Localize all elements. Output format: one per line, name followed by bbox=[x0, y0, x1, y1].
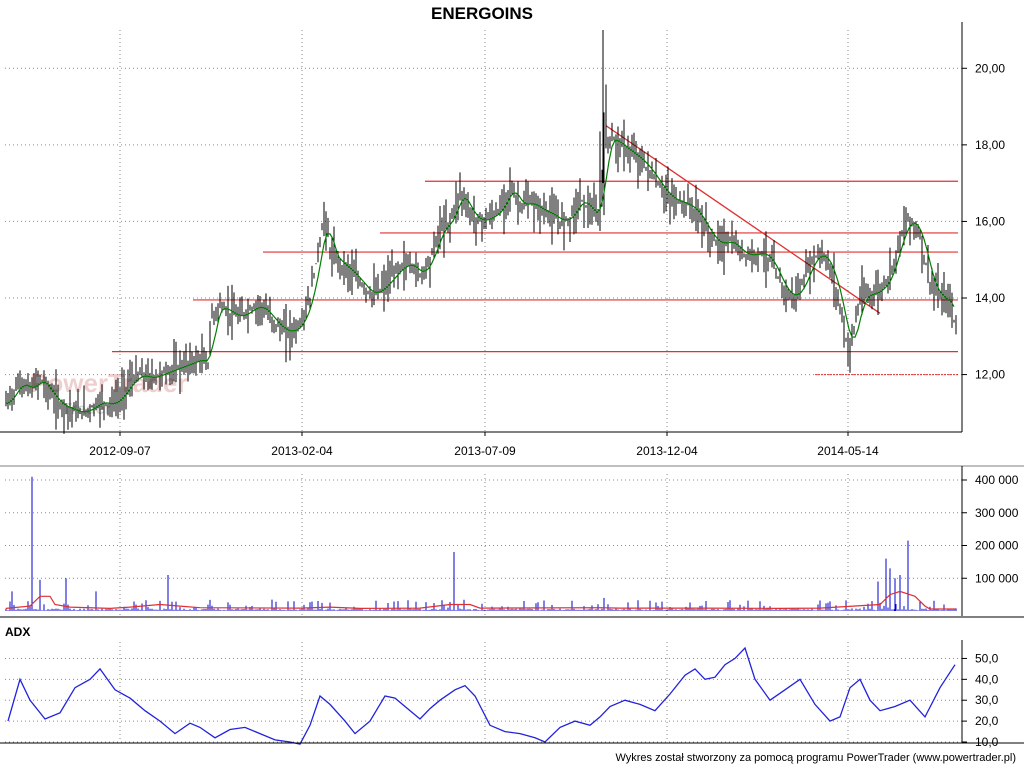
grid-lines bbox=[5, 30, 962, 743]
y-tick-label: 12,00 bbox=[975, 368, 1005, 382]
price-bars bbox=[5, 30, 957, 434]
volume-bars bbox=[5, 476, 957, 611]
adx-tick-label: 40,0 bbox=[975, 672, 999, 686]
adx-tick-label: 50,0 bbox=[975, 651, 999, 665]
y-tick-label: 20,00 bbox=[975, 61, 1005, 75]
x-tick-label: 2012-09-07 bbox=[89, 444, 151, 458]
indicator-title: ADX bbox=[5, 625, 30, 639]
x-tick-label: 2013-02-04 bbox=[271, 444, 333, 458]
adx-line bbox=[7, 646, 956, 745]
tick-labels: 2012-09-07 2013-02-04 2013-07-09 2013-12-04… bbox=[89, 61, 1018, 749]
price-series bbox=[5, 30, 957, 434]
chart-title: ENERGOINS bbox=[431, 4, 533, 23]
y-tick-label: 18,00 bbox=[975, 138, 1005, 152]
x-tick-label: 2013-12-04 bbox=[636, 444, 698, 458]
x-tick-label: 2014-05-14 bbox=[817, 444, 879, 458]
adx-tick-label: 10,0 bbox=[975, 735, 999, 749]
adx-tick-label: 20,0 bbox=[975, 714, 999, 728]
support-levels bbox=[112, 125, 958, 376]
moving-average-line bbox=[5, 139, 955, 413]
y-tick-label: 16,00 bbox=[975, 214, 1005, 228]
x-tick-label: 2013-07-09 bbox=[454, 444, 516, 458]
axes bbox=[0, 22, 1024, 744]
volume-tick-label: 400 000 bbox=[975, 473, 1019, 487]
volume-ma-line bbox=[5, 590, 956, 610]
volume-series bbox=[5, 476, 957, 611]
footer-credit: Wykres został stworzony za pomocą progra… bbox=[615, 752, 1016, 764]
volume-tick-label: 100 000 bbox=[975, 571, 1019, 585]
adx-tick-label: 30,0 bbox=[975, 693, 999, 707]
adx-series bbox=[7, 646, 956, 745]
y-tick-label: 14,00 bbox=[975, 291, 1005, 305]
volume-tick-label: 300 000 bbox=[975, 506, 1019, 520]
volume-tick-label: 200 000 bbox=[975, 539, 1019, 553]
